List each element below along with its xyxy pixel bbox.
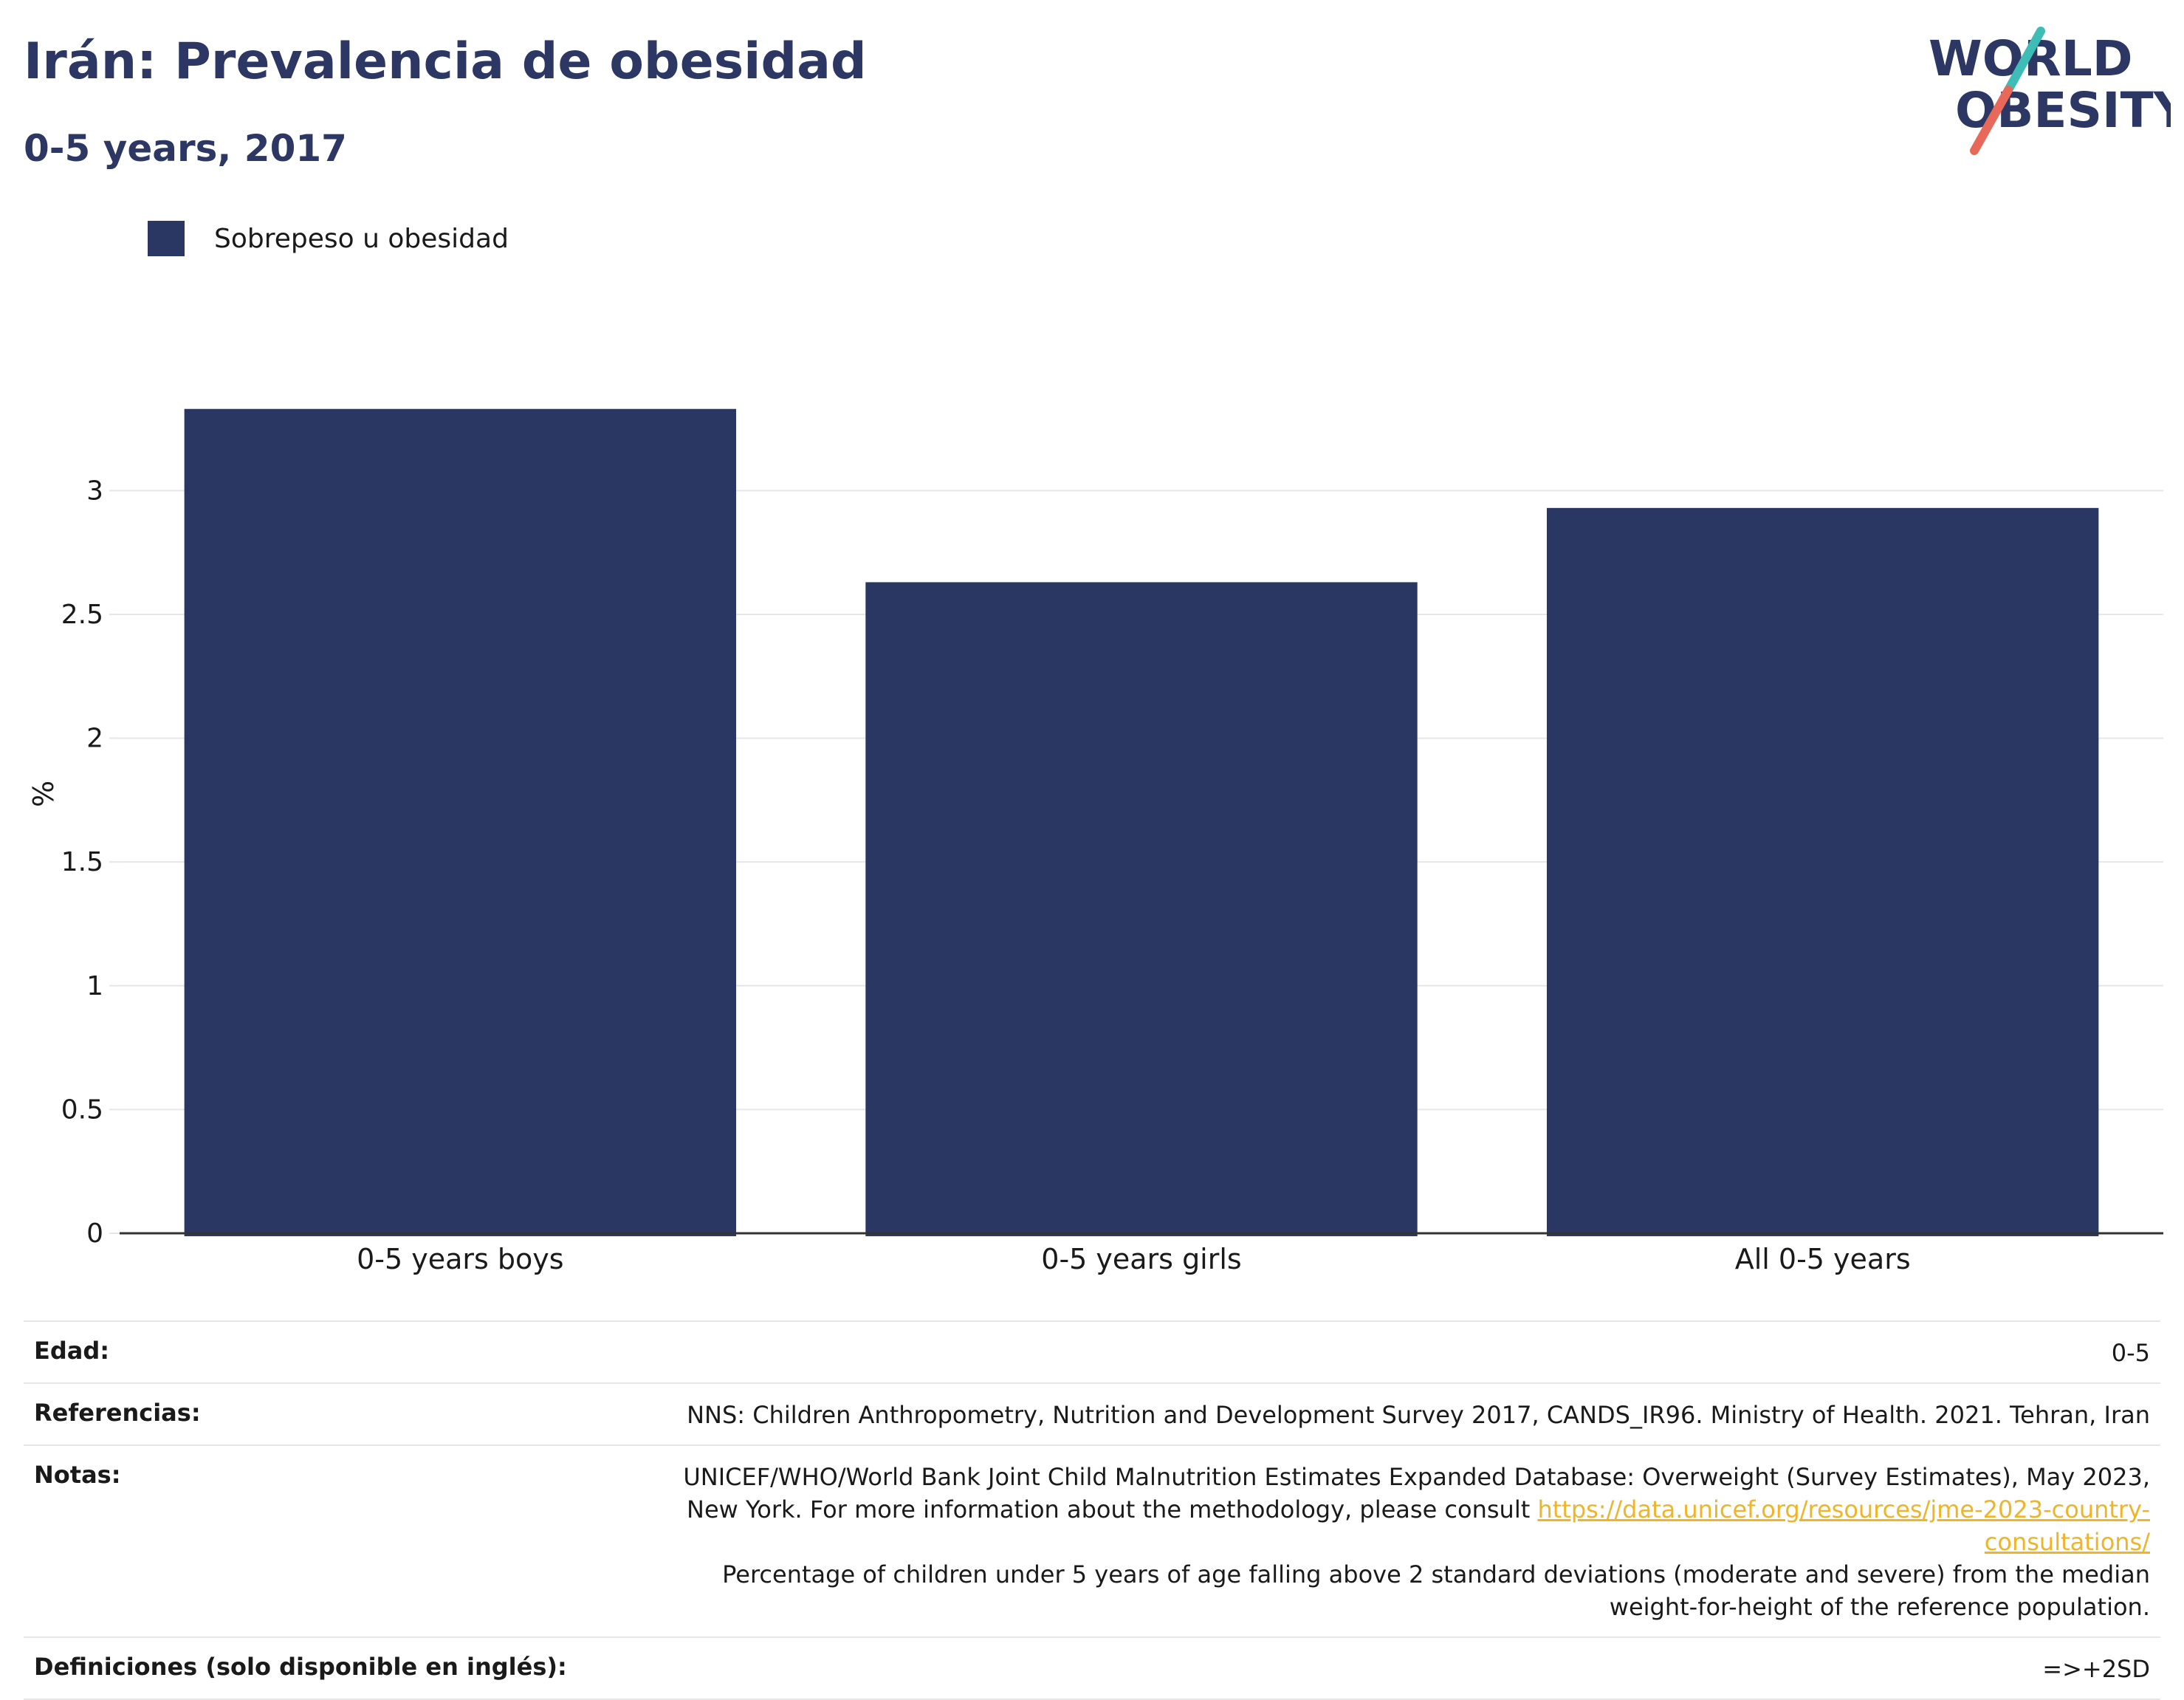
info-row-referencias: Referencias: NNS: Children Anthropometry… [24, 1382, 2160, 1444]
info-table: Edad: 0-5 Referencias: NNS: Children Ant… [24, 1320, 2160, 1700]
page-title: Irán: Prevalencia de obesidad [24, 32, 867, 91]
x-tick-label: All 0-5 years [1735, 1243, 1911, 1275]
chart-legend[interactable]: Sobrepeso u obesidad [148, 220, 509, 257]
y-tick-label: 2 [86, 724, 103, 754]
y-tick-label: 1.5 [61, 847, 103, 877]
y-tick-label: 0.5 [61, 1094, 103, 1125]
y-axis-label: % [27, 781, 60, 807]
y-tick-label: 1 [86, 971, 103, 1001]
bars [184, 408, 2099, 1236]
referencias-value: NNS: Children Anthropometry, Nutrition a… [687, 1401, 2150, 1429]
y-tick-label: 2.5 [61, 600, 103, 630]
bar [184, 408, 737, 1236]
notas-label: Notas: [34, 1461, 121, 1489]
methodology-link[interactable]: https://data.unicef.org/resources/jme-20… [1537, 1495, 2150, 1556]
y-tick-label: 3 [86, 476, 103, 506]
legend-swatch [148, 221, 185, 256]
legend-label: Sobrepeso u obesidad [214, 223, 509, 254]
y-tick-label: 0 [86, 1219, 103, 1249]
info-row-definiciones: Definiciones (solo disponible en inglés)… [24, 1636, 2160, 1700]
edad-label: Edad: [34, 1337, 110, 1365]
axis-labels: 0 0.5 1 1.5 2 2.5 3 0-5 years boys 0-5 years gir… [27, 476, 1911, 1275]
info-row-edad: Edad: 0-5 [24, 1320, 2160, 1382]
x-tick-label: 0-5 years girls [1041, 1243, 1241, 1275]
page-subtitle: 0-5 years, 2017 [24, 127, 347, 170]
logo-word-world: WORLD [1929, 30, 2133, 87]
referencias-label: Referencias: [34, 1399, 201, 1427]
logo-slash-coral [1970, 86, 2013, 155]
edad-value: 0-5 [2111, 1339, 2150, 1367]
bar [1546, 507, 2099, 1236]
bar [865, 582, 1418, 1236]
definiciones-label: Definiciones (solo disponible en inglés)… [34, 1653, 567, 1681]
info-row-notas: Notas: UNICEF/WHO/World Bank Joint Child… [24, 1444, 2160, 1636]
notas-text-1: UNICEF/WHO/World Bank Joint Child Malnut… [683, 1463, 2150, 1524]
x-tick-label: 0-5 years boys [357, 1243, 563, 1275]
bar-chart: 0 0.5 1 1.5 2 2.5 3 0-5 years boys 0-5 years gir… [27, 408, 2163, 1275]
notas-text-2: Percentage of children under 5 years of … [722, 1560, 2150, 1621]
world-obesity-logo: WORLD OBESITY [1929, 27, 2171, 155]
definiciones-value: =>+2SD [2042, 1655, 2150, 1683]
notas-value: UNICEF/WHO/World Bank Joint Child Malnut… [659, 1461, 2150, 1623]
logo-slash-teal [2004, 27, 2045, 95]
